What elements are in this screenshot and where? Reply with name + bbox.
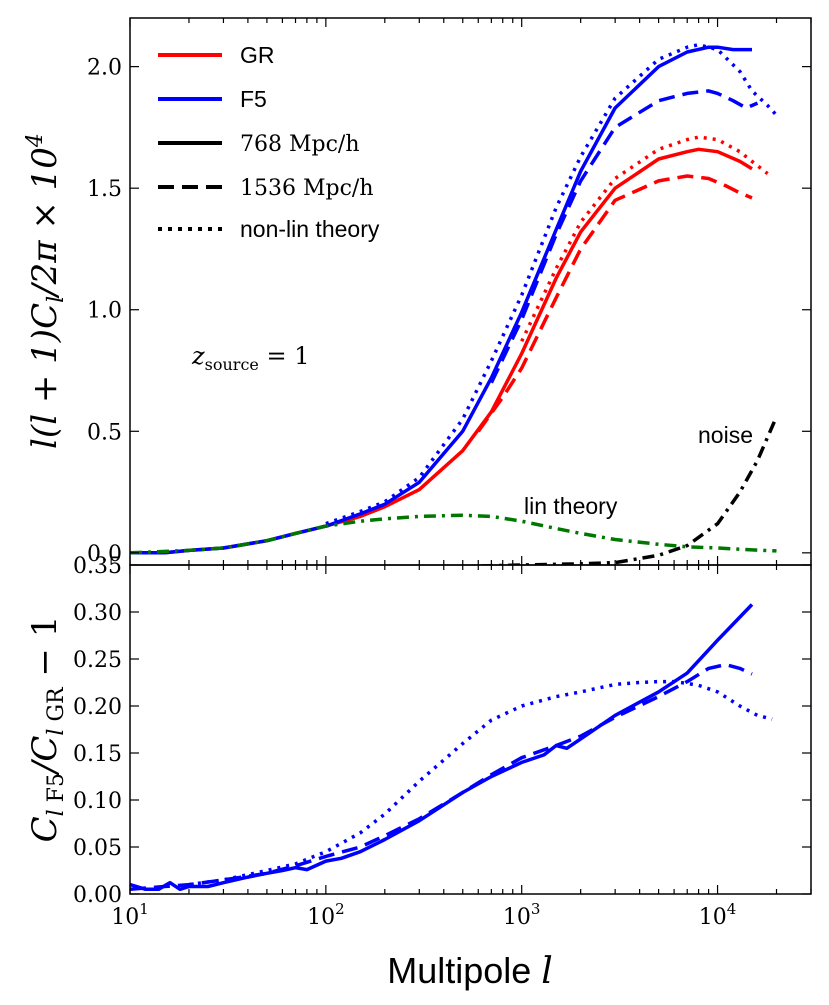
top-ylabel: l(l + 1)Cl/2π × 104 bbox=[23, 133, 69, 449]
series-line-top-5 bbox=[325, 42, 778, 526]
legend-label-gr: GR bbox=[240, 42, 275, 68]
svg-text:Cl F5/Cl GR − 1: Cl F5/Cl GR − 1 bbox=[25, 616, 69, 843]
ytick-label: 0.0 bbox=[87, 542, 122, 567]
top-panel-frame bbox=[129, 17, 812, 566]
ytick-label: 0.35 bbox=[73, 554, 122, 579]
series-line-top-6 bbox=[130, 513, 777, 555]
xtick-label: 104 bbox=[699, 900, 737, 930]
ytick-label: 0.05 bbox=[73, 836, 122, 861]
ytick-label: 1.5 bbox=[87, 177, 122, 202]
top-ytick-labels: 0.0 0.5 1.0 1.5 2.0 bbox=[87, 56, 122, 567]
legend: GR F5 768 Mpc/h 1536 Mpc/h non-lin theor… bbox=[158, 42, 380, 242]
xtick-label: 102 bbox=[307, 900, 345, 930]
series-line-top-1 bbox=[476, 174, 753, 433]
ytick-label: 0.00 bbox=[73, 883, 122, 908]
series-line-top-3 bbox=[130, 45, 752, 555]
annotation-lin-theory: lin theory bbox=[524, 493, 618, 519]
xtick-label: 101 bbox=[111, 900, 149, 930]
ytick-label: 0.10 bbox=[73, 789, 122, 814]
ytick-label: 0.20 bbox=[73, 695, 122, 720]
ytick-label: 2.0 bbox=[87, 56, 122, 81]
ytick-label: 0.5 bbox=[87, 420, 122, 445]
bottom-ytick-labels: 0.00 0.05 0.10 0.15 0.20 0.25 0.30 0.35 bbox=[73, 554, 122, 908]
ytick-label: 0.25 bbox=[73, 648, 122, 673]
legend-label-768: 768 Mpc/h bbox=[240, 132, 360, 157]
svg-text:l(l + 1)Cl/2π × 104: l(l + 1)Cl/2π × 104 bbox=[23, 133, 69, 449]
xlabel: Multipole l bbox=[387, 950, 553, 992]
xtick-label: 103 bbox=[503, 900, 541, 930]
legend-label-f5: F5 bbox=[240, 86, 267, 112]
series-line-bottom-0 bbox=[130, 603, 754, 892]
series-line-top-2 bbox=[520, 135, 769, 343]
series-line-top-4 bbox=[489, 89, 759, 384]
annotation-z-source: zsource = 1 bbox=[191, 342, 310, 374]
ytick-label: 1.0 bbox=[87, 299, 122, 324]
legend-label-1536: 1536 Mpc/h bbox=[240, 176, 374, 201]
series-line-top-0 bbox=[130, 147, 753, 555]
bottom-ylabel: Cl F5/Cl GR − 1 bbox=[25, 616, 69, 843]
bottom-panel-frame bbox=[129, 564, 812, 895]
annotation-noise: noise bbox=[698, 422, 753, 448]
top-panel-series bbox=[130, 42, 779, 565]
series-line-bottom-1 bbox=[130, 662, 753, 892]
legend-label-nonlin: non-lin theory bbox=[240, 216, 380, 242]
bottom-panel-series bbox=[130, 603, 773, 892]
ytick-label: 0.30 bbox=[73, 601, 122, 626]
xtick-labels: 101 102 103 104 bbox=[111, 900, 736, 930]
ytick-label: 0.15 bbox=[73, 742, 122, 767]
